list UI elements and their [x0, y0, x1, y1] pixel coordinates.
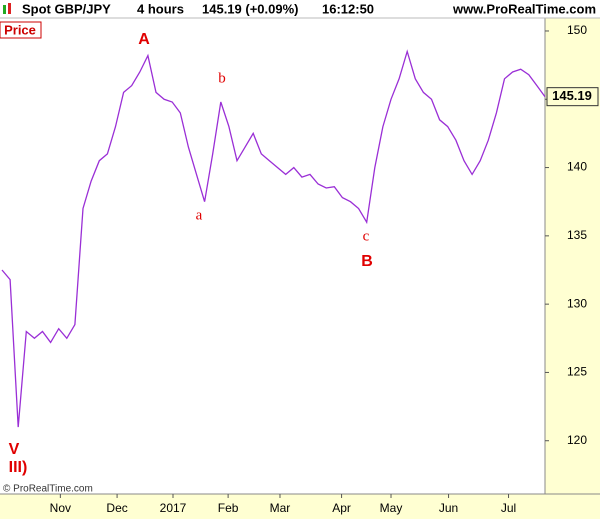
copyright: © ProRealTime.com: [3, 484, 93, 495]
y-tick-label: 130: [567, 296, 587, 310]
x-tick-label: Apr: [332, 501, 351, 515]
last-price-label: 145.19: [552, 88, 592, 103]
y-tick-label: 150: [567, 23, 587, 37]
y-tick-label: 125: [567, 365, 587, 379]
wave-label: b: [218, 70, 226, 86]
x-tick-label: May: [380, 501, 403, 515]
y-tick-label: 135: [567, 228, 587, 242]
panel-label-box: [0, 21, 42, 39]
site: www.ProRealTime.com: [452, 1, 596, 16]
x-tick-label: Mar: [270, 501, 291, 515]
x-tick-label: Dec: [106, 501, 127, 515]
x-tick-label: 2017: [160, 501, 187, 515]
wave-label: c: [363, 228, 370, 244]
wave-label: a: [196, 207, 203, 223]
x-axis-panel: [0, 494, 600, 519]
price-line: [1, 49, 546, 428]
logo: [3, 3, 11, 14]
interval: 4 hours: [137, 1, 184, 16]
last-price-box: [546, 87, 599, 107]
x-tick-label: Jun: [439, 501, 458, 515]
y-tick-label: 140: [567, 160, 587, 174]
x-tick-label: Feb: [218, 501, 239, 515]
x-tick-label: Jul: [501, 501, 516, 515]
instrument: Spot GBP/JPY: [22, 1, 111, 16]
wave-label: III): [9, 459, 28, 476]
quote: 145.19 (+0.09%): [202, 1, 298, 16]
wave-label: A: [138, 31, 150, 48]
time: 16:12:50: [322, 1, 374, 16]
wave-label: B: [361, 253, 373, 270]
y-tick-label: 120: [567, 433, 587, 447]
x-tick-label: Nov: [50, 501, 71, 515]
wave-label: V: [9, 441, 20, 458]
panel-label: Price: [4, 22, 36, 37]
